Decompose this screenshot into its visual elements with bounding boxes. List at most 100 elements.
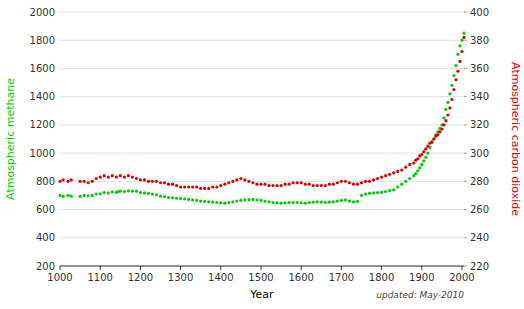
- y2-tick: [464, 209, 467, 210]
- y-tick-label: 1600: [30, 63, 55, 74]
- point: [328, 201, 331, 204]
- point: [448, 92, 451, 95]
- y2-tick-label: 240: [470, 232, 489, 243]
- point: [279, 202, 282, 205]
- x-tick: [180, 266, 181, 270]
- point: [420, 163, 423, 166]
- point: [70, 195, 73, 198]
- y-axis-label: Atmospheric methane: [4, 78, 17, 200]
- point: [384, 190, 387, 193]
- point: [239, 199, 242, 202]
- point: [442, 123, 445, 126]
- point: [426, 152, 429, 155]
- point: [163, 195, 166, 198]
- point: [292, 181, 295, 184]
- point: [432, 137, 435, 140]
- y-tick-label: 600: [36, 204, 55, 215]
- point: [243, 198, 246, 201]
- point: [135, 190, 138, 193]
- point: [271, 201, 274, 204]
- point: [450, 98, 453, 101]
- point: [127, 174, 130, 177]
- point: [151, 192, 154, 195]
- point: [103, 174, 106, 177]
- point: [444, 108, 447, 111]
- point: [187, 185, 190, 188]
- point: [239, 177, 242, 180]
- point: [364, 180, 367, 183]
- point: [107, 176, 110, 179]
- point: [372, 178, 375, 181]
- point: [430, 140, 433, 143]
- point: [66, 180, 69, 183]
- point: [215, 185, 218, 188]
- point: [58, 194, 61, 197]
- point: [95, 177, 98, 180]
- point: [91, 180, 94, 183]
- point: [275, 201, 278, 204]
- x-tick: [220, 266, 221, 270]
- point: [372, 191, 375, 194]
- point: [123, 190, 126, 193]
- grid-line: [60, 209, 464, 210]
- y2-tick-label: 280: [470, 176, 489, 187]
- x-tick: [140, 266, 141, 270]
- point: [179, 197, 182, 200]
- x-tick-label: 1000: [47, 272, 72, 283]
- y2-tick: [464, 266, 467, 267]
- point: [243, 178, 246, 181]
- point: [454, 78, 457, 81]
- point: [227, 201, 230, 204]
- plot-area: [58, 32, 465, 205]
- point: [171, 196, 174, 199]
- point: [320, 200, 323, 203]
- y2-tick: [464, 181, 467, 182]
- point: [139, 178, 142, 181]
- point: [235, 199, 238, 202]
- point: [99, 192, 102, 195]
- point: [191, 185, 194, 188]
- point: [312, 184, 315, 187]
- point: [259, 183, 262, 186]
- point: [344, 180, 347, 183]
- point: [155, 180, 158, 183]
- point: [131, 176, 134, 179]
- point: [308, 183, 311, 186]
- point: [360, 181, 363, 184]
- point: [183, 197, 186, 200]
- point: [422, 150, 425, 153]
- y2-tick: [464, 237, 467, 238]
- point: [103, 191, 106, 194]
- point: [444, 119, 447, 122]
- point: [352, 200, 355, 203]
- point: [219, 201, 222, 204]
- grid-line: [60, 12, 464, 13]
- point: [87, 194, 90, 197]
- point: [199, 187, 202, 190]
- point: [450, 84, 453, 87]
- point: [231, 200, 234, 203]
- point: [139, 191, 142, 194]
- point: [231, 180, 234, 183]
- point: [364, 192, 367, 195]
- point: [400, 168, 403, 171]
- point: [179, 185, 182, 188]
- point: [436, 133, 439, 136]
- point: [70, 178, 73, 181]
- point: [163, 181, 166, 184]
- point: [376, 177, 379, 180]
- x-axis-label: Year: [249, 288, 274, 301]
- point: [316, 200, 319, 203]
- x-tick: [100, 266, 101, 270]
- point: [66, 194, 69, 197]
- point: [396, 185, 399, 188]
- grid-line: [60, 237, 464, 238]
- y2-tick-label: 220: [470, 261, 489, 272]
- point: [131, 190, 134, 193]
- y-tick-label: 1000: [30, 148, 55, 159]
- point: [408, 163, 411, 166]
- point: [356, 200, 359, 203]
- point: [458, 44, 461, 47]
- point: [219, 184, 222, 187]
- annotation: updated: May-2010: [376, 290, 464, 300]
